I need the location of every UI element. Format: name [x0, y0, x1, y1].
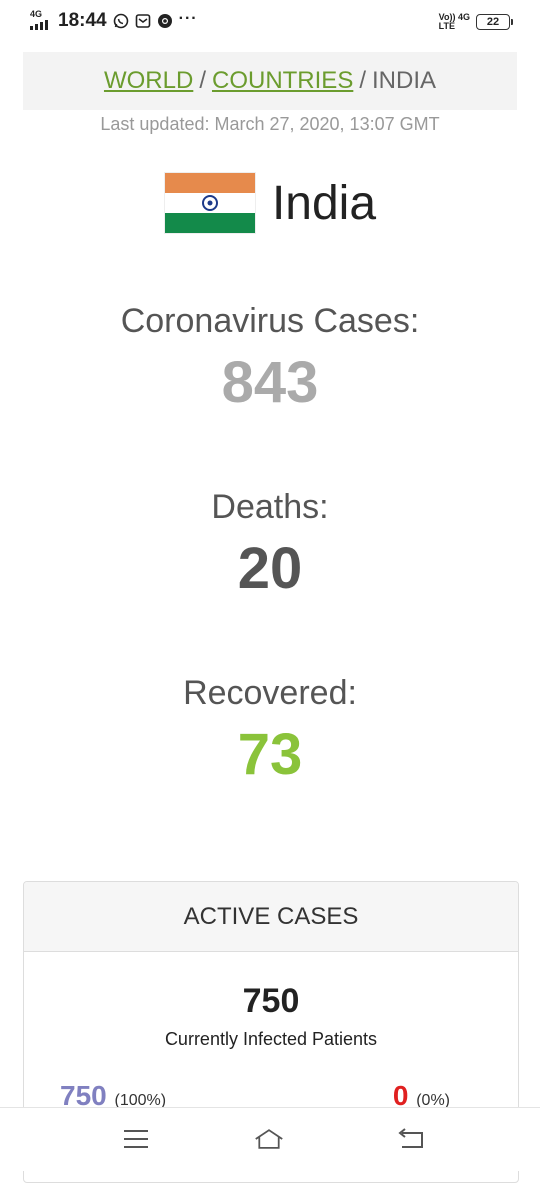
home-icon[interactable]	[254, 1124, 284, 1154]
active-cases-total: 750	[242, 982, 300, 1020]
country-name: India	[271, 176, 377, 230]
volte-indicator: Vo)) 4G LTE	[438, 12, 470, 31]
recovered-label: Recovered:	[183, 674, 357, 712]
status-bar: 4G 18:44 ··· Vo)) 4G LTE 22	[0, 0, 540, 42]
active-cases-title: ACTIVE CASES	[24, 882, 518, 952]
back-icon[interactable]	[396, 1124, 426, 1154]
clock: 18:44	[58, 10, 107, 31]
menu-icon[interactable]	[121, 1124, 151, 1154]
cases-section: Coronavirus Cases: 843	[0, 302, 540, 416]
country-header: India	[0, 172, 540, 234]
active-cases-subtitle: Currently Infected Patients	[164, 1029, 378, 1049]
last-updated: Last updated: March 27, 2020, 13:07 GMT	[100, 114, 440, 134]
whatsapp-icon	[113, 13, 129, 29]
network-type: 4G	[30, 9, 43, 19]
cases-value: 843	[221, 350, 319, 415]
breadcrumb-countries-link[interactable]: COUNTRIES	[211, 67, 354, 94]
deaths-section: Deaths: 20	[0, 488, 540, 602]
recovered-value: 73	[237, 722, 303, 787]
breadcrumb-current: INDIA	[372, 67, 437, 94]
critical-condition-value: 0 (0%)	[392, 1080, 450, 1111]
more-notifications: ···	[178, 10, 198, 27]
breadcrumb: WORLD / COUNTRIES / INDIA	[23, 52, 517, 110]
deaths-value: 20	[237, 536, 303, 601]
message-icon	[135, 13, 151, 29]
breadcrumb-world-link[interactable]: WORLD	[103, 67, 194, 94]
mild-condition-value: 750 (100%)	[60, 1080, 167, 1111]
active-cases-breakdown: 750 (100%) 0 (0%)	[24, 1080, 518, 1120]
cases-label: Coronavirus Cases:	[120, 302, 420, 340]
recovered-section: Recovered: 73	[0, 674, 540, 788]
battery-icon: 22	[476, 14, 513, 30]
deaths-label: Deaths:	[211, 488, 329, 526]
india-flag-icon	[163, 172, 256, 234]
chrome-icon	[157, 13, 173, 29]
battery-level: 22	[486, 16, 500, 28]
navigation-bar	[0, 1107, 540, 1171]
signal-icon: 4G	[30, 10, 52, 32]
